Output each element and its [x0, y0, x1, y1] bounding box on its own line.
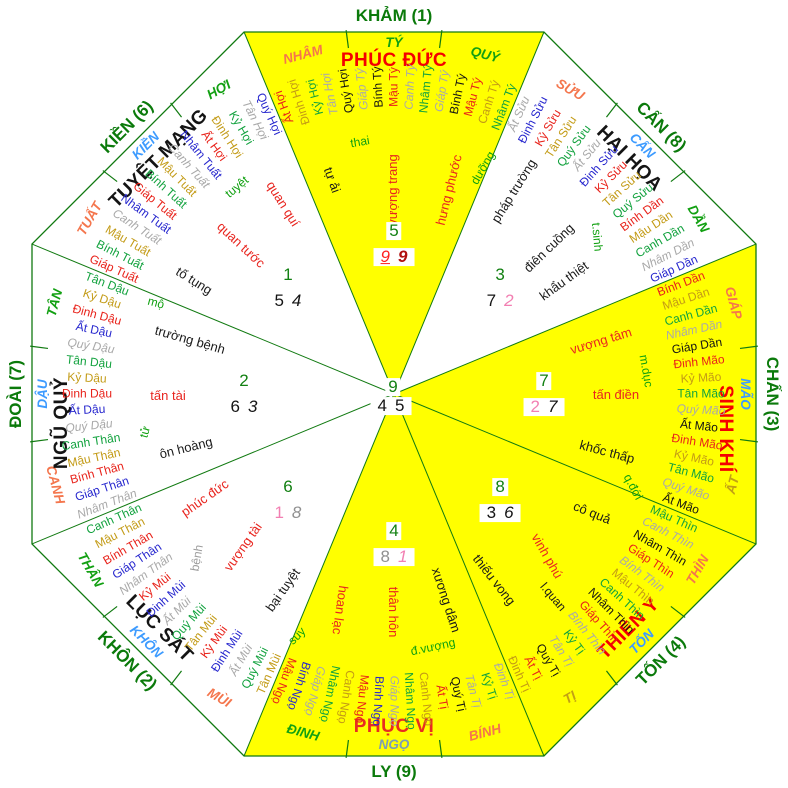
divider-line-5 [243, 393, 395, 757]
west-stem-6: Ất Dậu [68, 401, 107, 418]
north-stem-7: Mậu Tý [386, 67, 401, 107]
edge-tick-south-1 [345, 739, 350, 758]
edge-tick-south-0 [438, 739, 443, 758]
east-stem-8: Quý Mão [675, 401, 726, 419]
edge-tick-northeast-0 [605, 102, 618, 118]
divider-line-0 [243, 31, 395, 395]
southwest-number-pair-1: 8 [291, 503, 302, 523]
south-number-pair-1: 1 [398, 547, 408, 567]
east-trigram-label: CHẤN (3) [762, 356, 782, 432]
east-mountain-1: MÃO [738, 378, 754, 410]
south-mountain-1: NGỌ [378, 736, 410, 752]
center-number-pair-0: 4 [377, 396, 387, 416]
west-mountain-1: DẬU [34, 379, 50, 409]
east-number-pair-0: 2 [530, 397, 540, 417]
west-stem-7: Đinh Dậu [61, 386, 113, 401]
edge-tick-east-0 [739, 345, 758, 350]
south-number-top: 4 [386, 522, 402, 540]
east-number-pair-1: 7 [548, 397, 558, 417]
east-stem-6: Kỷ Mão [679, 369, 722, 386]
east-number-top: 7 [536, 372, 552, 390]
northwest-number-top: 1 [280, 266, 296, 284]
west-number-top: 2 [236, 372, 252, 390]
northeast-number-pair-0: 7 [486, 291, 497, 310]
edge-tick-southeast-0 [670, 605, 686, 618]
edge-tick-northeast-1 [670, 170, 686, 183]
southeast-number-pair-1: 6 [504, 503, 514, 523]
northeast-number-pair-1: 2 [504, 291, 514, 310]
west-stem-8: Kỷ Dậu [67, 369, 108, 386]
sector-fill-south [244, 394, 544, 756]
center-number-pair-1: 5 [395, 396, 405, 416]
southeast-number-pair-0: 3 [486, 503, 497, 523]
edge-tick-west-1 [30, 345, 49, 350]
divider-line-6 [31, 393, 395, 545]
south-stem-7: Giáp Ngọ [387, 675, 402, 727]
northwest-number-pair-1: 4 [291, 291, 302, 310]
northeast-number-top: 3 [492, 266, 508, 284]
south-word-2: thân hôn [385, 586, 401, 638]
northwest-number-pair-0: 5 [274, 291, 284, 310]
divider-line-7 [31, 243, 395, 395]
north-trigram-label: KHẢM (1) [355, 6, 433, 26]
edge-tick-north-0 [345, 30, 350, 49]
east-stem-7: Tân Mão [677, 386, 725, 401]
north-palace-name: PHÚC ĐỨC [340, 50, 448, 72]
divider-line-3 [393, 393, 757, 545]
west-trigram-label: ĐOÀI (7) [6, 360, 26, 428]
divider-line-1 [393, 31, 545, 395]
edge-tick-north-1 [438, 30, 443, 49]
edge-tick-southwest-1 [102, 605, 118, 618]
south-number-pair-0: 8 [380, 547, 390, 567]
sector-fill-north [244, 32, 544, 394]
northeast-word-2: t.sinh [589, 222, 606, 252]
edge-tick-southeast-1 [605, 670, 618, 686]
south-stem-8: Bính Ngọ [369, 675, 387, 726]
edge-tick-west-0 [30, 438, 49, 443]
edge-tick-east-1 [739, 438, 758, 443]
divider-line-2 [393, 243, 757, 395]
south-trigram-label: LY (9) [371, 762, 417, 782]
west-number-pair-0: 6 [230, 397, 240, 417]
north-stem-6: Bính Tý [369, 66, 386, 109]
north-mountain-1: TÝ [385, 34, 403, 50]
south-palace-name: PHỤC VỊ [353, 716, 435, 738]
southeast-number-top: 8 [492, 478, 508, 496]
west-word-1: tấn tài [150, 388, 186, 404]
north-number-pair-1: 9 [398, 247, 408, 267]
north-number-top: 5 [386, 222, 402, 240]
west-number-pair-1: 3 [248, 397, 258, 417]
north-number-pair-0: 9 [380, 247, 390, 267]
east-word-2: tấn điền [592, 387, 640, 403]
south-stem-4: Ất Tị [433, 684, 452, 711]
southwest-number-top: 6 [280, 478, 296, 496]
edge-tick-southwest-0 [170, 670, 183, 686]
edge-tick-northwest-0 [102, 170, 118, 183]
south-stem-6: Nhâm Ngọ [401, 671, 419, 730]
divider-line-4 [393, 393, 545, 757]
sector-fill-southeast [394, 394, 756, 756]
north-stem-8: Canh Tý [401, 64, 418, 111]
sector-fill-east [394, 244, 756, 544]
southwest-number-pair-0: 1 [274, 503, 284, 523]
north-word-2: vượng trang [385, 154, 401, 226]
edge-tick-northwest-1 [170, 102, 183, 118]
center-number-top: 9 [385, 378, 401, 396]
